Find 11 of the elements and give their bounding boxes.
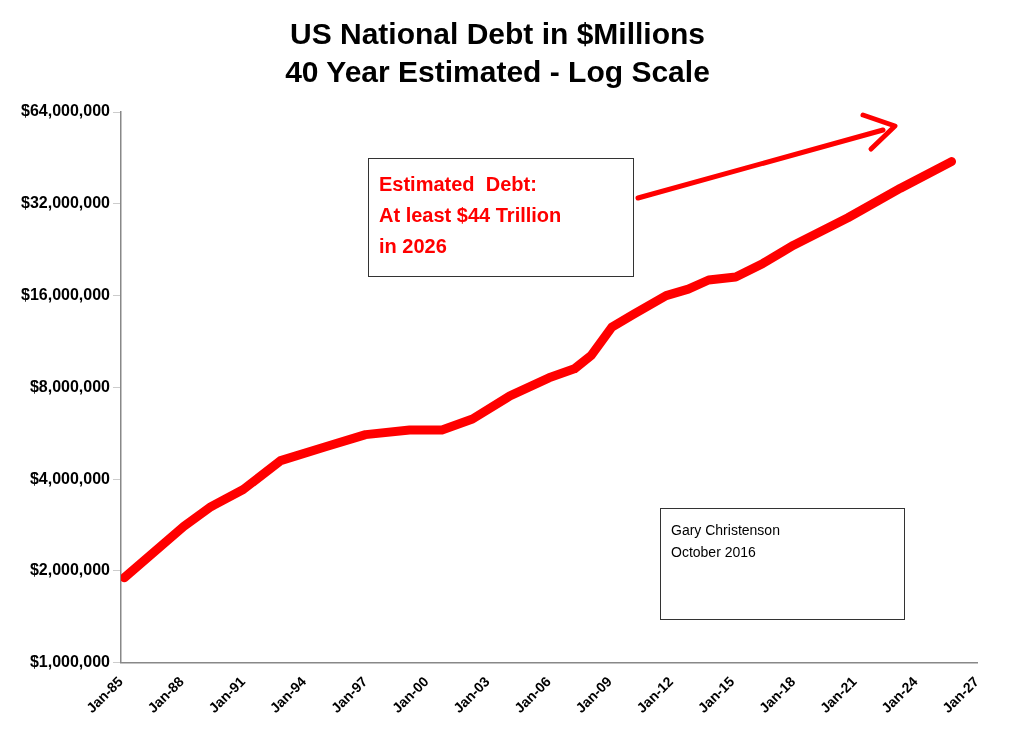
y-tick-label: $8,000,000 <box>29 377 111 395</box>
annotation: Estimated Debt: At least $44 Trillion in 2026 <box>368 158 634 277</box>
y-tick-label: $4,000,000 <box>29 469 111 487</box>
y-tick-label: $32,000,000 <box>20 194 111 212</box>
y-tick-label: $1,000,000 <box>29 653 111 671</box>
annotation: Gary Christenson October 2016 <box>660 508 905 620</box>
y-tick-label: $16,000,000 <box>20 285 111 303</box>
y-tick-label: $64,000,000 <box>20 102 111 120</box>
chart-subtitle: 40 Year Estimated - Log Scale <box>285 55 710 89</box>
y-tick-label: $2,000,000 <box>29 561 111 579</box>
chart-title: US National Debt in $Millions <box>289 17 706 51</box>
